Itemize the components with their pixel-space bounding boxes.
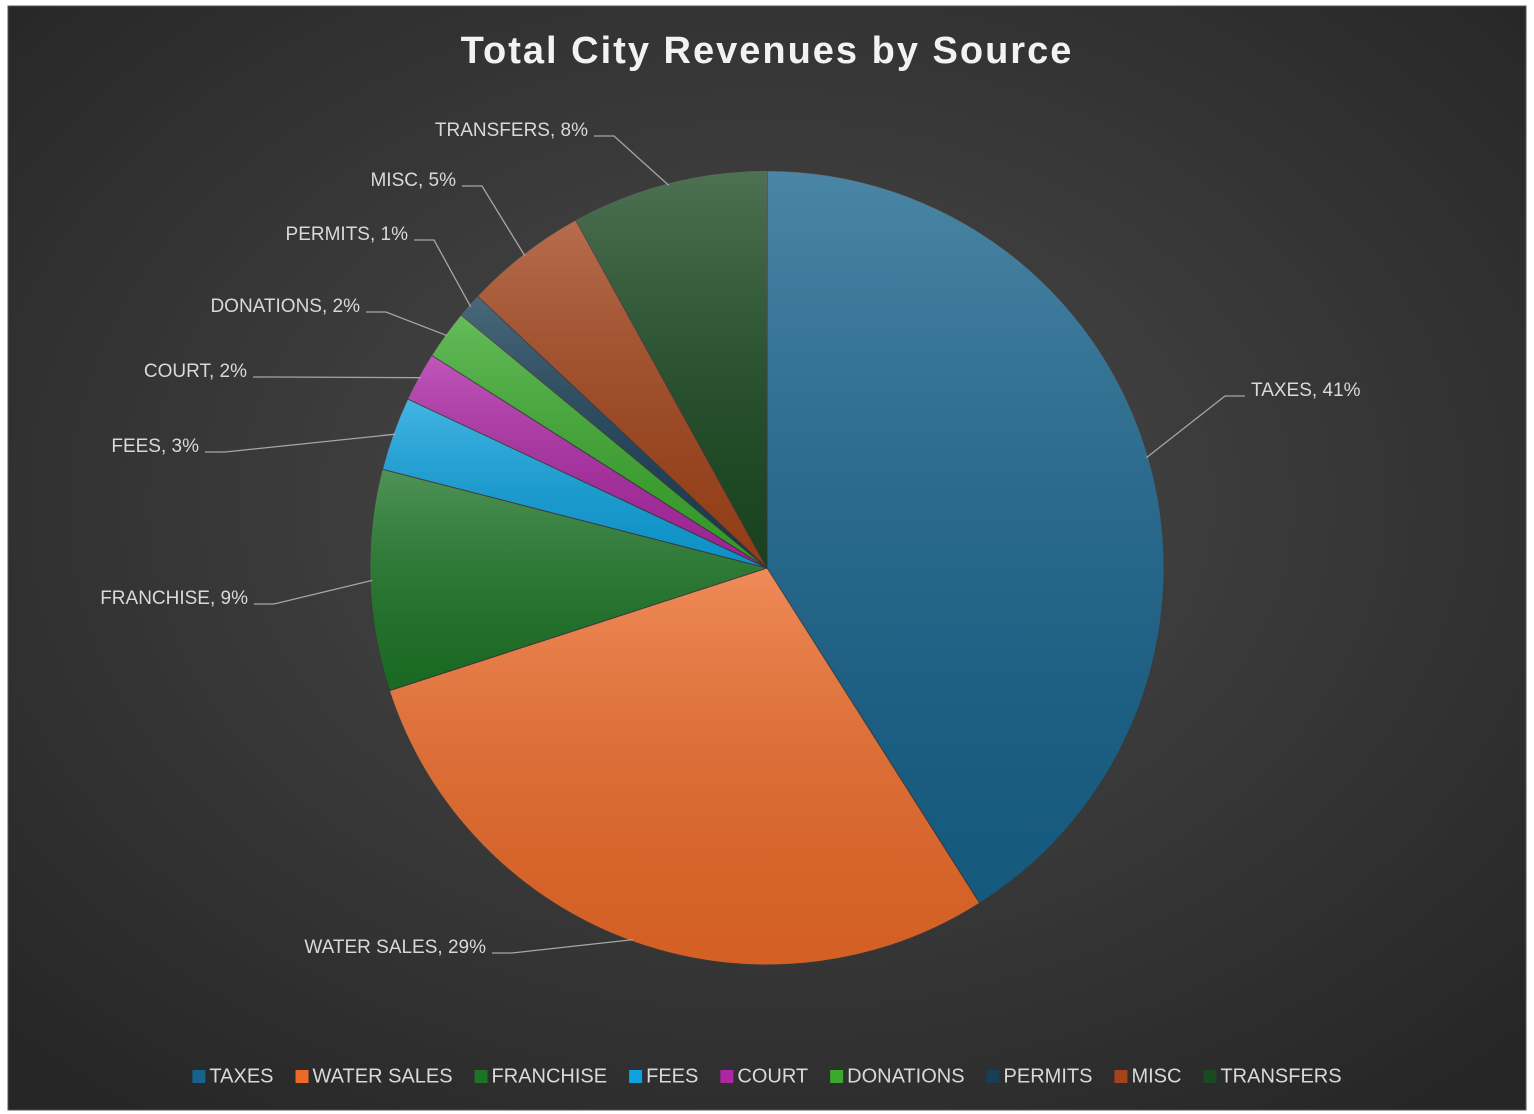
legend-item: DONATIONS — [830, 1065, 965, 1087]
legend-item: PERMITS — [986, 1065, 1093, 1087]
slice-shade — [461, 296, 767, 568]
data-label: TAXES, 41% — [1251, 380, 1361, 401]
slice-shade — [407, 355, 767, 568]
leader-line — [414, 239, 472, 308]
leader-line — [253, 376, 421, 379]
legend-label: TRANSFERS — [1220, 1065, 1341, 1087]
legend-item: TAXES — [192, 1065, 274, 1087]
legend-item: WATER SALES — [295, 1065, 453, 1087]
data-label: PERMITS, 1% — [286, 224, 409, 245]
slice-shade — [767, 171, 1164, 904]
legend-swatch — [986, 1070, 1000, 1083]
data-label: COURT, 2% — [144, 361, 247, 382]
legend-label: MISC — [1131, 1065, 1181, 1087]
legend-swatch — [1114, 1070, 1128, 1083]
data-label: MISC, 5% — [370, 170, 456, 191]
legend-label: WATER SALES — [313, 1065, 453, 1087]
chart-title: Total City Revenues by Source — [461, 30, 1074, 72]
legend-label: FEES — [646, 1065, 698, 1087]
leader-line — [366, 311, 448, 337]
leader-line — [492, 939, 634, 954]
legend-swatch — [629, 1070, 643, 1083]
legend-label: TAXES — [209, 1065, 273, 1087]
leader-line — [462, 185, 526, 257]
legend-swatch — [830, 1070, 844, 1083]
leader-line — [254, 579, 373, 605]
legend-label: COURT — [737, 1065, 808, 1087]
legend-swatch — [1203, 1070, 1217, 1083]
slice-shade — [389, 568, 980, 965]
legend-label: FRANCHISE — [492, 1065, 608, 1087]
slice-shade — [370, 469, 767, 691]
legend-item: MISC — [1114, 1065, 1181, 1087]
legend-item: FRANCHISE — [474, 1065, 608, 1087]
legend-swatch — [720, 1070, 734, 1083]
data-label: FRANCHISE, 9% — [100, 588, 248, 609]
data-label: TRANSFERS, 8% — [435, 120, 588, 141]
legend-swatch — [474, 1070, 488, 1083]
slice-shade — [575, 171, 767, 568]
legend-swatch — [192, 1070, 206, 1083]
legend-item: COURT — [720, 1065, 808, 1087]
data-label: FEES, 3% — [111, 436, 199, 457]
slice-shade — [477, 220, 767, 568]
legend-label: DONATIONS — [847, 1065, 964, 1087]
data-label: DONATIONS, 2% — [210, 296, 360, 317]
legend-swatch — [295, 1070, 309, 1083]
legend-label: PERMITS — [1004, 1065, 1093, 1087]
leader-line — [594, 135, 670, 186]
leader-line — [205, 433, 396, 453]
slice-shade — [431, 314, 767, 568]
legend-item: FEES — [629, 1065, 698, 1087]
legend-item: TRANSFERS — [1203, 1065, 1342, 1087]
leader-line — [1145, 395, 1245, 459]
data-label: WATER SALES, 29% — [304, 937, 486, 958]
slice-shade — [382, 398, 767, 568]
